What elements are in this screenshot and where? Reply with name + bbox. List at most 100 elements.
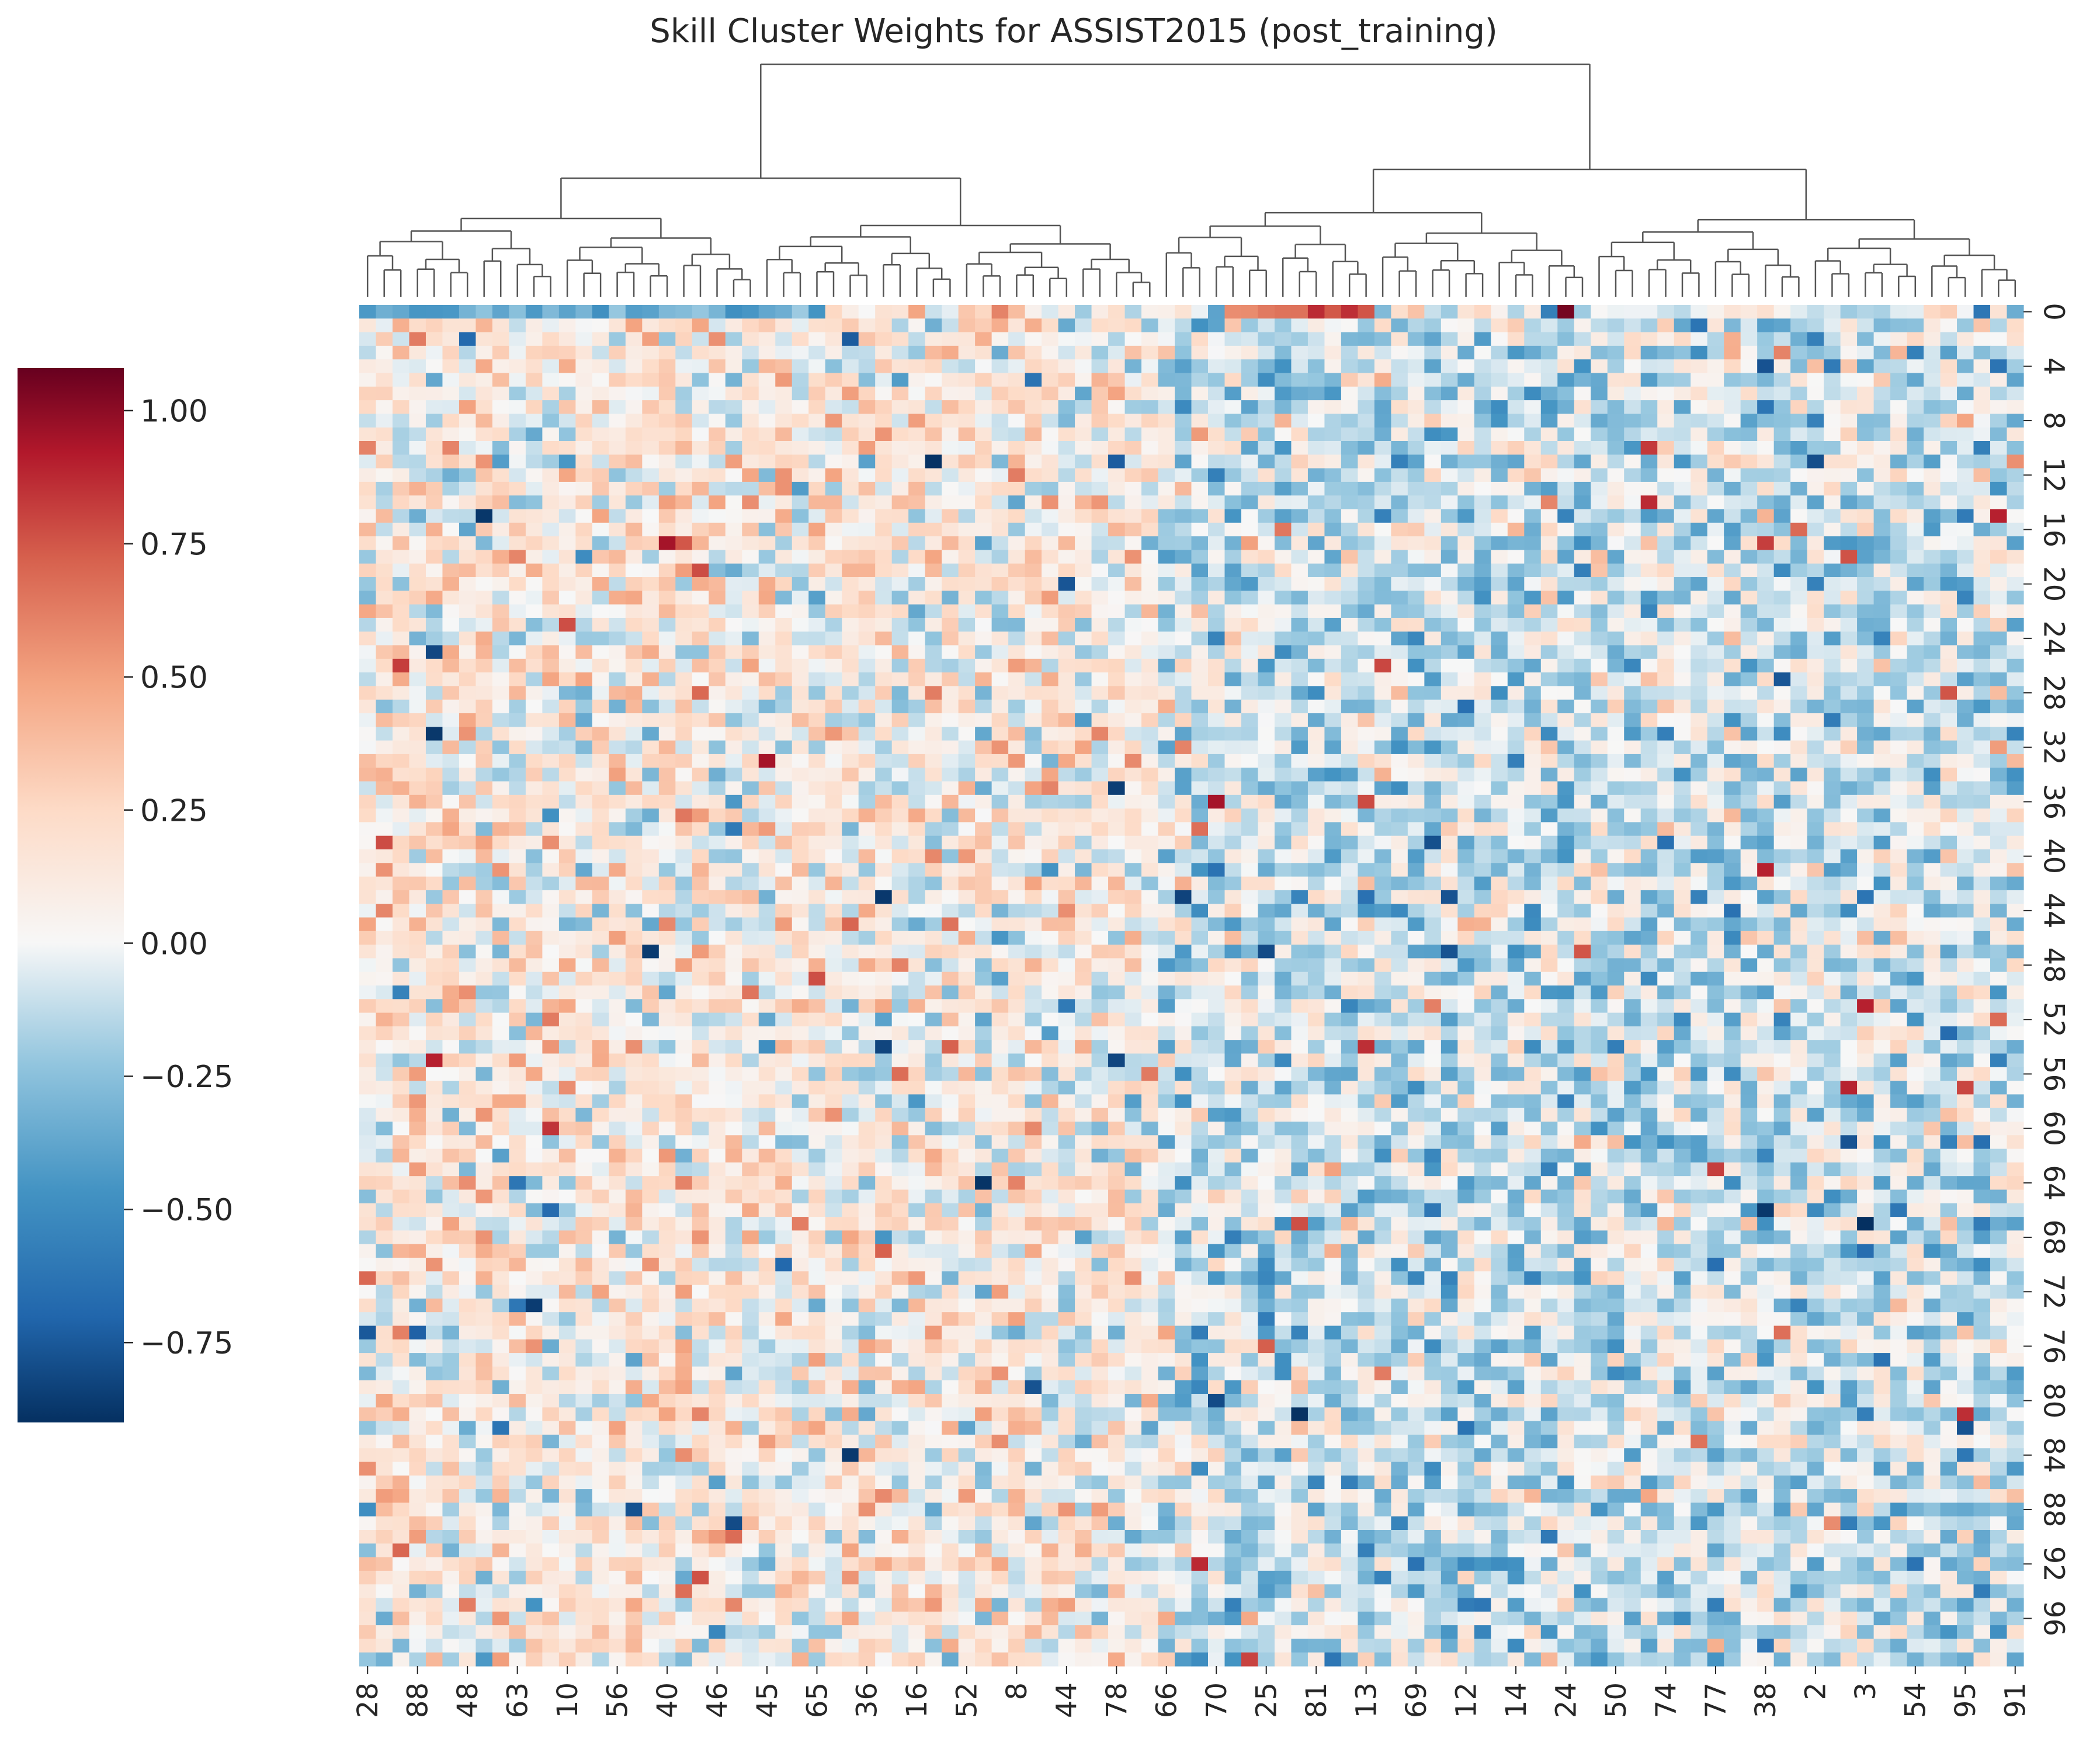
heatmap-cell [1557, 591, 1575, 605]
heatmap-cell [1058, 686, 1075, 700]
heatmap-cell [1424, 536, 1442, 550]
heatmap-cell [742, 727, 759, 741]
heatmap-cell [592, 808, 609, 823]
heatmap-cell [1940, 672, 1957, 686]
heatmap-cell [1557, 931, 1575, 945]
heatmap-cell [1907, 904, 1924, 918]
heatmap-cell [942, 563, 959, 578]
heatmap-cell [775, 345, 793, 360]
heatmap-cell [1973, 917, 1991, 932]
heatmap-cell [991, 835, 1009, 850]
heatmap-cell [459, 835, 477, 850]
heatmap-cell [1591, 917, 1608, 932]
heatmap-cell [692, 849, 709, 863]
heatmap-cell [1640, 481, 1658, 496]
heatmap-cell [1358, 414, 1375, 428]
heatmap-cell [1241, 645, 1259, 660]
heatmap-cell [1890, 305, 1908, 319]
heatmap-cell [925, 604, 942, 619]
heatmap-cell [1857, 386, 1875, 401]
heatmap-cell [742, 890, 759, 904]
heatmap-cell [492, 631, 510, 646]
heatmap-cell [1175, 454, 1192, 469]
heatmap-cell [942, 713, 959, 727]
heatmap-cell [758, 876, 776, 891]
heatmap-cell [1341, 754, 1358, 768]
heatmap-cell [858, 645, 876, 660]
heatmap-cell [1524, 509, 1542, 523]
heatmap-cell [625, 427, 643, 442]
heatmap-cell [509, 849, 526, 863]
heatmap-cell [2007, 713, 2024, 727]
heatmap-cell [1624, 617, 1641, 632]
heatmap-cell [891, 386, 909, 401]
heatmap-cell [775, 808, 793, 823]
heatmap-cell [1341, 400, 1358, 414]
heatmap-cell [1657, 414, 1675, 428]
heatmap-cell [1773, 699, 1791, 714]
heatmap-cell [942, 454, 959, 469]
heatmap-cell [808, 386, 826, 401]
heatmap-cell [1241, 441, 1259, 455]
heatmap-cell [1358, 890, 1375, 904]
heatmap-cell [392, 835, 410, 850]
heatmap-cell [1058, 414, 1075, 428]
heatmap-cell [975, 699, 992, 714]
heatmap-cell [1724, 604, 1741, 619]
heatmap-cell [425, 794, 443, 809]
heatmap-cell [1990, 550, 2008, 564]
heatmap-cell [1291, 904, 1308, 918]
heatmap-cell [1873, 400, 1891, 414]
heatmap-cell [542, 481, 560, 496]
heatmap-cell [1491, 617, 1508, 632]
heatmap-cell [1158, 536, 1175, 550]
heatmap-cell [1674, 740, 1691, 755]
heatmap-cell [1557, 386, 1575, 401]
heatmap-cell [758, 604, 776, 619]
heatmap-cell [1008, 318, 1026, 333]
heatmap-cell [675, 604, 693, 619]
heatmap-cell [2007, 794, 2024, 809]
heatmap-cell [1591, 495, 1608, 510]
heatmap-cell [1674, 495, 1691, 510]
heatmap-cell [1657, 863, 1675, 877]
heatmap-cell [1258, 373, 1275, 387]
heatmap-cell [1973, 617, 1991, 632]
heatmap-cell [1424, 591, 1442, 605]
heatmap-cell [1407, 441, 1425, 455]
heatmap-cell [1374, 890, 1391, 904]
heatmap-cell [392, 863, 410, 877]
heatmap-cell [1391, 768, 1408, 782]
heatmap-cell [542, 917, 560, 932]
heatmap-cell [1358, 318, 1375, 333]
heatmap-cell [891, 876, 909, 891]
heatmap-cell [1374, 495, 1391, 510]
heatmap-cell [991, 890, 1009, 904]
heatmap-cell [492, 427, 510, 442]
heatmap-cell [359, 808, 377, 823]
heatmap-cell [1358, 713, 1375, 727]
heatmap-cell [1191, 563, 1209, 578]
heatmap-cell [1707, 754, 1724, 768]
heatmap-cell [392, 522, 410, 537]
heatmap-cell [991, 563, 1009, 578]
heatmap-cell [1824, 359, 1841, 374]
heatmap-cell [1873, 835, 1891, 850]
heatmap-cell [1724, 305, 1741, 319]
heatmap-cell [1873, 645, 1891, 660]
heatmap-cell [925, 686, 942, 700]
heatmap-cell [1191, 849, 1209, 863]
heatmap-cell [359, 727, 377, 741]
heatmap-cell [359, 931, 377, 945]
heatmap-cell [1391, 495, 1408, 510]
heatmap-cell [1591, 699, 1608, 714]
heatmap-cell [1591, 345, 1608, 360]
heatmap-cell [658, 890, 676, 904]
heatmap-cell [1258, 904, 1275, 918]
heatmap-cell [942, 495, 959, 510]
heatmap-cell [542, 672, 560, 686]
heatmap-cell [1940, 468, 1957, 483]
heatmap-cell [492, 495, 510, 510]
heatmap-cell [1507, 522, 1525, 537]
heatmap-cell [1591, 617, 1608, 632]
